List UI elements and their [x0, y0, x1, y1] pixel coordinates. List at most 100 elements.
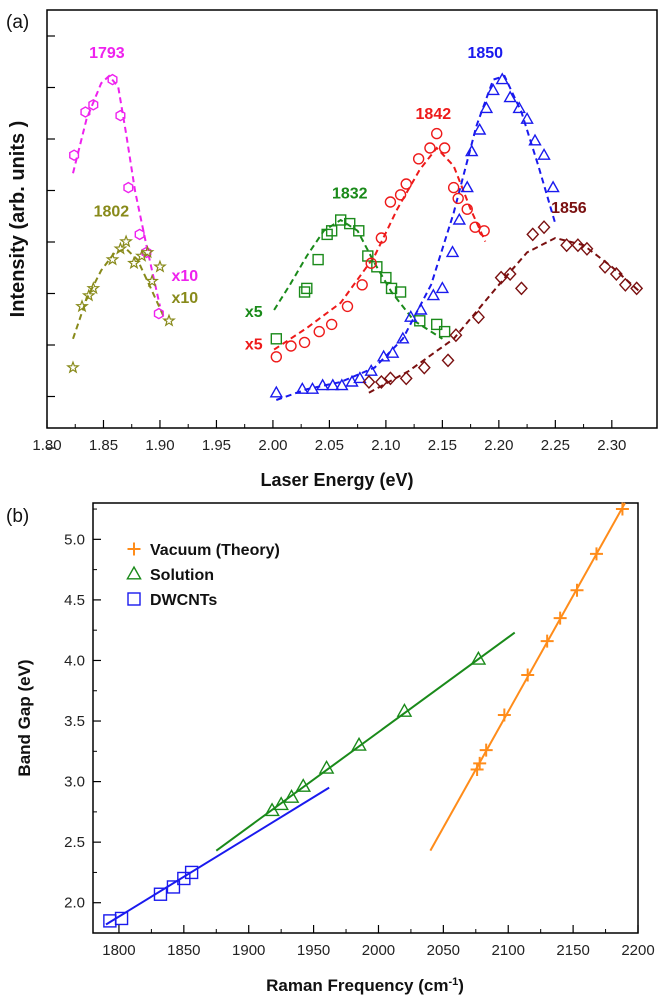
- data-point-1850: [514, 103, 525, 113]
- data-point-1856: [539, 221, 550, 233]
- data-point-1842: [432, 129, 442, 139]
- x-tick-label: 2.20: [484, 437, 513, 454]
- panel-b-legend: Vacuum (Theory) Solution DWCNTs: [127, 542, 279, 609]
- annotation-label: x10: [171, 268, 198, 285]
- data-point-Vacuum (Theory): [541, 635, 554, 648]
- data-point-1856: [401, 372, 412, 384]
- data-point-1802: [77, 301, 87, 311]
- panel-b-y-ticks: 2.02.53.03.54.04.55.0: [64, 509, 101, 912]
- data-point-1856: [443, 354, 454, 366]
- data-point-1842: [479, 226, 489, 236]
- y-tick-label: 2.0: [64, 895, 85, 912]
- x-tick-label: 2.10: [371, 437, 400, 454]
- x-tick-label: 2200: [621, 942, 654, 959]
- x-tick-label: 2150: [556, 942, 589, 959]
- annotation-label: x10: [171, 290, 198, 307]
- annotation-label: 1793: [89, 45, 125, 62]
- annotation-label: 1850: [467, 45, 503, 62]
- data-point-1842: [286, 341, 296, 351]
- fit-curve-1793: [73, 76, 160, 306]
- data-point-1832: [271, 334, 281, 344]
- y-tick-label: 3.0: [64, 774, 85, 791]
- panel-b-x-ticks: 1800 1850 1900 1950 2000 2050 2100 2150 2200: [102, 925, 654, 959]
- x-tick-label: 1.95: [202, 437, 231, 454]
- x-tick-label: 1.85: [89, 437, 118, 454]
- data-point-1802: [107, 254, 117, 264]
- x-tick-label: 1850: [167, 942, 200, 959]
- data-point-1842: [401, 179, 411, 189]
- data-point-Vacuum (Theory): [571, 584, 584, 597]
- panel-a-y-ticks: [47, 36, 55, 448]
- y-tick-label: 3.5: [64, 713, 85, 730]
- x-tick-label: 1.90: [145, 437, 174, 454]
- x-tick-label: 2100: [492, 942, 525, 959]
- legend-marker: [128, 593, 140, 605]
- panel-a-fit-curves: [73, 76, 640, 400]
- data-point-1856: [527, 228, 538, 240]
- data-point-1802: [164, 315, 174, 325]
- annotation-label: 1842: [416, 106, 452, 123]
- panel-b-y-axis-label: Band Gap (eV): [15, 659, 34, 776]
- panel-a-label: (a): [6, 12, 29, 33]
- legend-label: DWCNTs: [150, 592, 217, 609]
- data-point-1793: [124, 183, 133, 193]
- y-tick-label: 2.5: [64, 834, 85, 851]
- annotation-label: 1802: [94, 203, 130, 220]
- data-point-1802: [121, 236, 131, 246]
- data-point-1842: [327, 319, 337, 329]
- data-point-1856: [516, 282, 527, 294]
- data-point-1856: [419, 362, 430, 374]
- data-point-DWCNTs: [104, 915, 116, 927]
- data-point-1832: [302, 283, 312, 293]
- data-point-1842: [396, 190, 406, 200]
- data-point-1850: [454, 214, 465, 224]
- data-point-1850: [539, 149, 550, 159]
- x-tick-label: 1900: [232, 942, 265, 959]
- annotation-label: 1856: [551, 200, 587, 217]
- fit-line-DWCNTs: [106, 788, 329, 925]
- x-tick-label: 2.30: [597, 437, 626, 454]
- data-point-1842: [425, 143, 435, 153]
- annotation-label: x5: [245, 337, 263, 354]
- data-point-1842: [357, 280, 367, 290]
- data-point-1793: [135, 229, 144, 239]
- legend-marker: [128, 543, 141, 556]
- legend-label: Solution: [150, 567, 214, 584]
- x-tick-label: 2.15: [428, 437, 457, 454]
- data-point-1850: [548, 182, 559, 192]
- data-point-1842: [440, 143, 450, 153]
- data-point-Vacuum (Theory): [590, 547, 603, 560]
- data-point-Vacuum (Theory): [473, 757, 486, 770]
- data-point-1842: [385, 197, 395, 207]
- legend-marker: [127, 567, 140, 579]
- x-tick-label: 2000: [362, 942, 395, 959]
- panel-b-x-axis-label: Raman Frequency (cm-1): [266, 976, 464, 995]
- x-tick-label: 2.00: [258, 437, 287, 454]
- x-tick-label: 2.05: [315, 437, 344, 454]
- data-point-1850: [466, 146, 477, 156]
- x-tick-label: 1.80: [32, 437, 61, 454]
- data-point-1793: [70, 150, 79, 160]
- x-tick-label: 1800: [102, 942, 135, 959]
- data-point-1850: [447, 247, 458, 257]
- data-point-1802: [68, 362, 78, 372]
- data-point-1832: [300, 287, 310, 297]
- data-point-1856: [620, 279, 631, 291]
- data-point-1850: [271, 387, 282, 397]
- x-tick-label: 2050: [427, 942, 460, 959]
- data-point-1842: [414, 154, 424, 164]
- panel-a-x-ticks: 1.80 1.85 1.90 1.95 2.00 2.05 2.10 2.15 2.20 2.25…: [32, 420, 626, 454]
- panel-b-label: (b): [6, 506, 29, 527]
- annotation-label: x5: [245, 304, 263, 321]
- panel-a-data-points: [68, 74, 642, 397]
- data-point-1842: [271, 352, 281, 362]
- data-point-1842: [314, 327, 324, 337]
- data-point-1793: [116, 111, 125, 121]
- data-point-Vacuum (Theory): [554, 612, 567, 625]
- data-point-1842: [342, 301, 352, 311]
- legend-label: Vacuum (Theory): [150, 542, 280, 559]
- data-point-Vacuum (Theory): [616, 503, 629, 516]
- data-point-1832: [313, 255, 323, 265]
- y-tick-label: 4.5: [64, 592, 85, 609]
- data-point-1850: [437, 283, 448, 293]
